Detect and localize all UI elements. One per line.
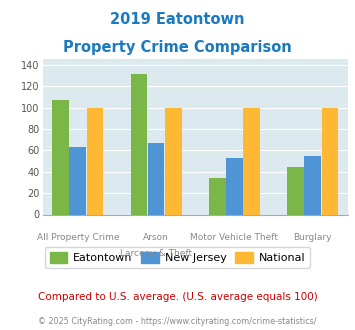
Text: Property Crime Comparison: Property Crime Comparison — [63, 40, 292, 55]
Bar — [322, 108, 338, 214]
Bar — [304, 156, 321, 214]
Bar — [243, 108, 260, 214]
Bar — [287, 167, 304, 214]
Text: Burglary: Burglary — [294, 233, 332, 242]
Bar — [87, 108, 103, 214]
Text: Compared to U.S. average. (U.S. average equals 100): Compared to U.S. average. (U.S. average … — [38, 292, 317, 302]
Text: Larceny & Theft: Larceny & Theft — [120, 249, 192, 258]
Text: 2019 Eatontown: 2019 Eatontown — [110, 12, 245, 27]
Text: © 2025 CityRating.com - https://www.cityrating.com/crime-statistics/: © 2025 CityRating.com - https://www.city… — [38, 317, 317, 326]
Bar — [131, 74, 147, 215]
Text: Arson: Arson — [143, 233, 169, 242]
Legend: Eatontown, New Jersey, National: Eatontown, New Jersey, National — [45, 247, 310, 268]
Bar — [209, 178, 225, 214]
Bar — [165, 108, 182, 214]
Text: All Property Crime: All Property Crime — [37, 233, 119, 242]
Bar — [148, 143, 164, 214]
Bar — [70, 147, 86, 214]
Bar — [226, 158, 243, 214]
Text: Motor Vehicle Theft: Motor Vehicle Theft — [190, 233, 278, 242]
Bar — [52, 100, 69, 214]
